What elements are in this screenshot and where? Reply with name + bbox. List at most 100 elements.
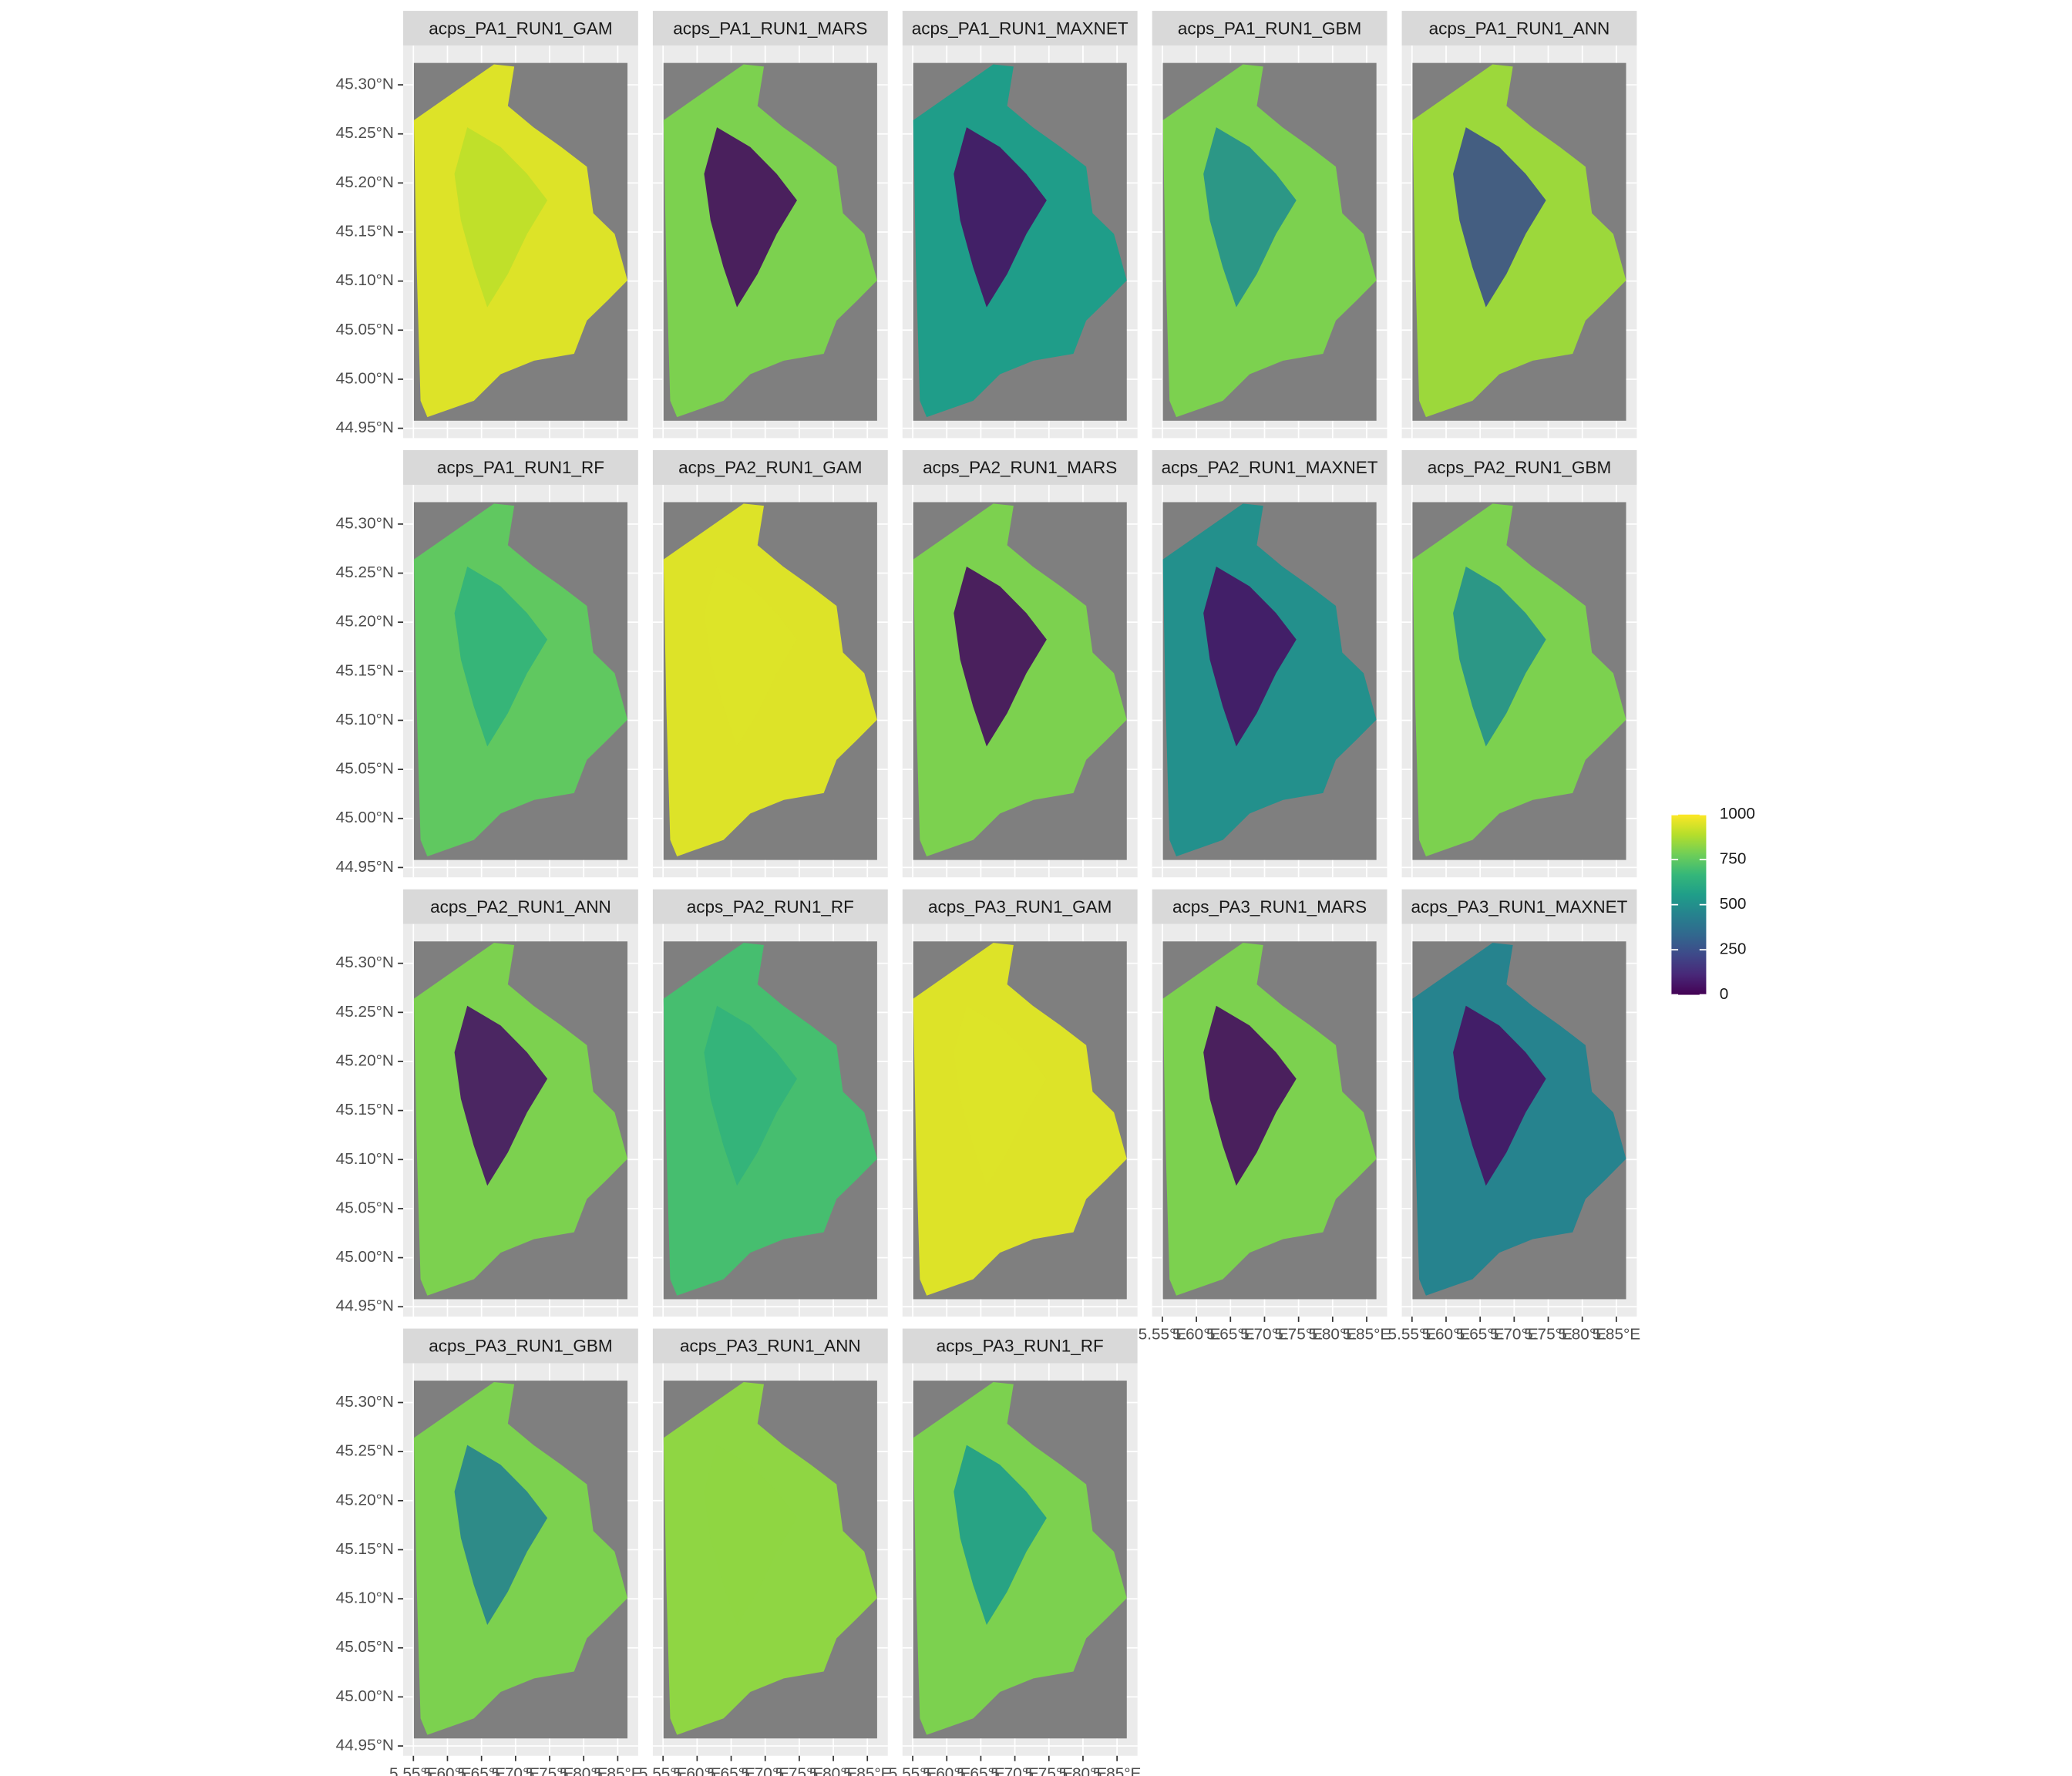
y-tick-label: 45.10°N: [336, 271, 394, 289]
strip-title: acps_PA1_RUN1_ANN: [1429, 18, 1610, 38]
x-tick-label: 5.65°E: [457, 1765, 506, 1776]
strip: [403, 11, 638, 46]
y-tick-label: 44.95°N: [336, 1297, 394, 1315]
raster-core: [954, 1445, 1047, 1626]
y-tick-label: 44.95°N: [336, 1737, 394, 1754]
strip: [403, 1328, 638, 1364]
strip-title: acps_PA1_RUN1_MAXNET: [912, 18, 1128, 38]
raster-core: [1453, 566, 1546, 747]
strip: [652, 1328, 888, 1364]
strip-title: acps_PA1_RUN1_RF: [437, 458, 604, 477]
raster-core: [1203, 1005, 1297, 1186]
x-tick-label: 5.55°E: [889, 1765, 937, 1776]
x-tick-label: 5.80°E: [1558, 1326, 1606, 1344]
y-tick-label: 45.20°N: [336, 173, 394, 191]
strip: [902, 1328, 1138, 1364]
y-tick-label: 45.15°N: [336, 661, 394, 679]
legend-label: 0: [1720, 985, 1729, 1003]
strip-title: acps_PA2_RUN1_MAXNET: [1162, 458, 1378, 477]
x-tick-label: 5.85°E: [1093, 1765, 1142, 1776]
x-tick-label: 5.55°E: [639, 1765, 688, 1776]
raster-core: [704, 566, 797, 747]
raster-core: [954, 566, 1047, 747]
strip: [1401, 11, 1637, 46]
y-tick-label: 45.25°N: [336, 124, 394, 142]
strip: [652, 449, 888, 485]
y-tick-label: 45.30°N: [336, 76, 394, 93]
x-tick-label: 5.85°E: [594, 1765, 642, 1776]
strip-title: acps_PA3_RUN1_RF: [937, 1337, 1104, 1356]
raster-core: [454, 566, 548, 747]
y-tick-label: 45.00°N: [336, 809, 394, 826]
x-tick-label: 5.75°E: [526, 1765, 574, 1776]
x-tick-label: 5.70°E: [1490, 1326, 1539, 1344]
raster-core: [704, 1005, 797, 1186]
strip-title: acps_PA1_RUN1_GAM: [429, 18, 612, 38]
x-tick-label: 5.70°E: [492, 1765, 540, 1776]
y-tick-label: 45.20°N: [336, 1491, 394, 1509]
y-tick-label: 45.05°N: [336, 760, 394, 778]
strip: [1401, 889, 1637, 924]
y-tick-label: 45.20°N: [336, 1051, 394, 1069]
y-tick-label: 45.00°N: [336, 1687, 394, 1705]
x-tick-label: 5.80°E: [1059, 1765, 1108, 1776]
strip-title: acps_PA2_RUN1_MARS: [923, 458, 1117, 477]
raster-core: [1453, 1005, 1546, 1186]
y-tick-label: 45.30°N: [336, 514, 394, 532]
y-tick-label: 45.00°N: [336, 369, 394, 387]
y-tick-label: 44.95°N: [336, 858, 394, 876]
strip: [902, 11, 1138, 46]
strip: [1152, 11, 1388, 46]
strip: [652, 889, 888, 924]
legend-label: 250: [1720, 940, 1747, 958]
x-tick-label: 5.65°E: [1456, 1326, 1505, 1344]
legend-label: 1000: [1720, 805, 1755, 822]
raster-core: [1203, 127, 1297, 308]
x-tick-label: 5.75°E: [1274, 1326, 1323, 1344]
y-tick-label: 45.20°N: [336, 613, 394, 631]
strip-title: acps_PA2_RUN1_RF: [687, 897, 854, 917]
strip-title: acps_PA3_RUN1_MARS: [1172, 897, 1367, 917]
y-tick-label: 45.15°N: [336, 222, 394, 240]
y-tick-label: 45.25°N: [336, 1003, 394, 1021]
strip-title: acps_PA2_RUN1_ANN: [430, 897, 611, 917]
strip: [652, 11, 888, 46]
strip: [902, 889, 1138, 924]
raster-core: [704, 1445, 797, 1626]
raster-core: [1203, 566, 1297, 747]
raster-core: [454, 127, 548, 308]
y-tick-label: 45.25°N: [336, 563, 394, 581]
x-tick-label: 5.75°E: [1024, 1765, 1073, 1776]
raster-core: [704, 127, 797, 308]
x-tick-label: 5.60°E: [1422, 1326, 1471, 1344]
y-tick-label: 45.15°N: [336, 1101, 394, 1118]
strip-title: acps_PA1_RUN1_MARS: [673, 18, 867, 38]
x-tick-label: 5.75°E: [775, 1765, 824, 1776]
x-tick-label: 5.55°E: [1388, 1326, 1437, 1344]
x-tick-label: 5.80°E: [809, 1765, 858, 1776]
x-tick-label: 5.60°E: [1172, 1326, 1221, 1344]
x-tick-label: 5.60°E: [923, 1765, 971, 1776]
strip-title: acps_PA1_RUN1_GBM: [1178, 18, 1361, 38]
strip: [1152, 449, 1388, 485]
x-tick-label: 5.80°E: [560, 1765, 608, 1776]
raster-core: [954, 1005, 1047, 1186]
strip: [902, 449, 1138, 485]
x-tick-label: 5.60°E: [423, 1765, 472, 1776]
y-tick-label: 45.25°N: [336, 1442, 394, 1460]
raster-core: [454, 1445, 548, 1626]
strip-title: acps_PA2_RUN1_GAM: [678, 458, 862, 477]
x-tick-label: 5.70°E: [991, 1765, 1039, 1776]
y-tick-label: 45.30°N: [336, 1393, 394, 1411]
x-tick-label: 5.70°E: [741, 1765, 789, 1776]
y-tick-label: 44.95°N: [336, 419, 394, 436]
strip: [1401, 449, 1637, 485]
y-tick-label: 45.10°N: [336, 711, 394, 728]
x-tick-label: 5.65°E: [957, 1765, 1005, 1776]
strip: [403, 889, 638, 924]
x-tick-label: 5.85°E: [1593, 1326, 1641, 1344]
x-tick-label: 5.80°E: [1309, 1326, 1357, 1344]
y-tick-label: 45.05°N: [336, 1638, 394, 1656]
